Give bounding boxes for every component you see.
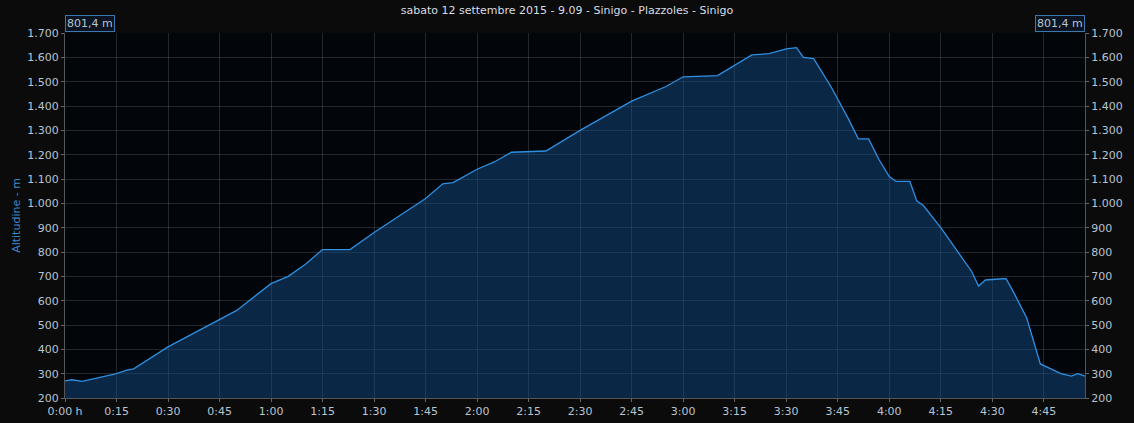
svg-text:1.000: 1.000 — [27, 197, 59, 210]
svg-text:1:00: 1:00 — [259, 405, 284, 418]
svg-text:4:45: 4:45 — [1031, 405, 1056, 418]
svg-text:400: 400 — [1091, 343, 1112, 356]
svg-text:0:45: 0:45 — [207, 405, 232, 418]
svg-text:3:45: 3:45 — [825, 405, 850, 418]
svg-text:1.600: 1.600 — [27, 51, 59, 64]
svg-text:200: 200 — [1091, 392, 1112, 405]
svg-text:1.700: 1.700 — [1091, 27, 1123, 40]
svg-text:2:45: 2:45 — [619, 405, 644, 418]
svg-text:1.200: 1.200 — [27, 149, 59, 162]
svg-text:4:00: 4:00 — [877, 405, 902, 418]
svg-text:1.100: 1.100 — [1091, 173, 1123, 186]
svg-text:1.300: 1.300 — [27, 124, 59, 137]
svg-text:700: 700 — [1091, 270, 1112, 283]
svg-text:0:15: 0:15 — [104, 405, 129, 418]
svg-text:801,4 m: 801,4 m — [67, 17, 113, 30]
svg-text:1.200: 1.200 — [1091, 149, 1123, 162]
svg-text:1.500: 1.500 — [1091, 76, 1123, 89]
svg-text:700: 700 — [38, 270, 59, 283]
svg-text:801,4 m: 801,4 m — [1037, 17, 1083, 30]
svg-text:200: 200 — [38, 392, 59, 405]
svg-text:1:30: 1:30 — [362, 405, 387, 418]
svg-text:500: 500 — [38, 319, 59, 332]
svg-text:1.300: 1.300 — [1091, 124, 1123, 137]
svg-text:600: 600 — [1091, 295, 1112, 308]
svg-text:1.700: 1.700 — [27, 27, 59, 40]
svg-text:1.400: 1.400 — [1091, 100, 1123, 113]
svg-text:1.500: 1.500 — [27, 76, 59, 89]
svg-text:300: 300 — [1091, 368, 1112, 381]
svg-text:900: 900 — [38, 222, 59, 235]
svg-text:500: 500 — [1091, 319, 1112, 332]
svg-text:2:00: 2:00 — [465, 405, 490, 418]
svg-text:300: 300 — [38, 368, 59, 381]
svg-text:2:15: 2:15 — [516, 405, 541, 418]
svg-text:1:45: 1:45 — [413, 405, 438, 418]
svg-text:0:30: 0:30 — [156, 405, 181, 418]
svg-text:1:15: 1:15 — [310, 405, 335, 418]
svg-text:3:30: 3:30 — [774, 405, 799, 418]
svg-text:3:15: 3:15 — [722, 405, 747, 418]
svg-text:4:15: 4:15 — [928, 405, 953, 418]
svg-text:1.400: 1.400 — [27, 100, 59, 113]
svg-text:4:30: 4:30 — [980, 405, 1005, 418]
svg-text:1.000: 1.000 — [1091, 197, 1123, 210]
svg-text:1.600: 1.600 — [1091, 51, 1123, 64]
svg-text:800: 800 — [1091, 246, 1112, 259]
svg-text:Altitudine - m: Altitudine - m — [10, 178, 23, 253]
svg-text:sabato 12 settembre 2015 - 9.0: sabato 12 settembre 2015 - 9.09 - Sinigo… — [401, 4, 734, 17]
svg-text:0:00 h: 0:00 h — [47, 405, 82, 418]
svg-text:3:00: 3:00 — [671, 405, 696, 418]
svg-text:400: 400 — [38, 343, 59, 356]
svg-text:600: 600 — [38, 295, 59, 308]
svg-text:800: 800 — [38, 246, 59, 259]
svg-text:900: 900 — [1091, 222, 1112, 235]
svg-text:2:30: 2:30 — [568, 405, 593, 418]
svg-text:1.100: 1.100 — [27, 173, 59, 186]
